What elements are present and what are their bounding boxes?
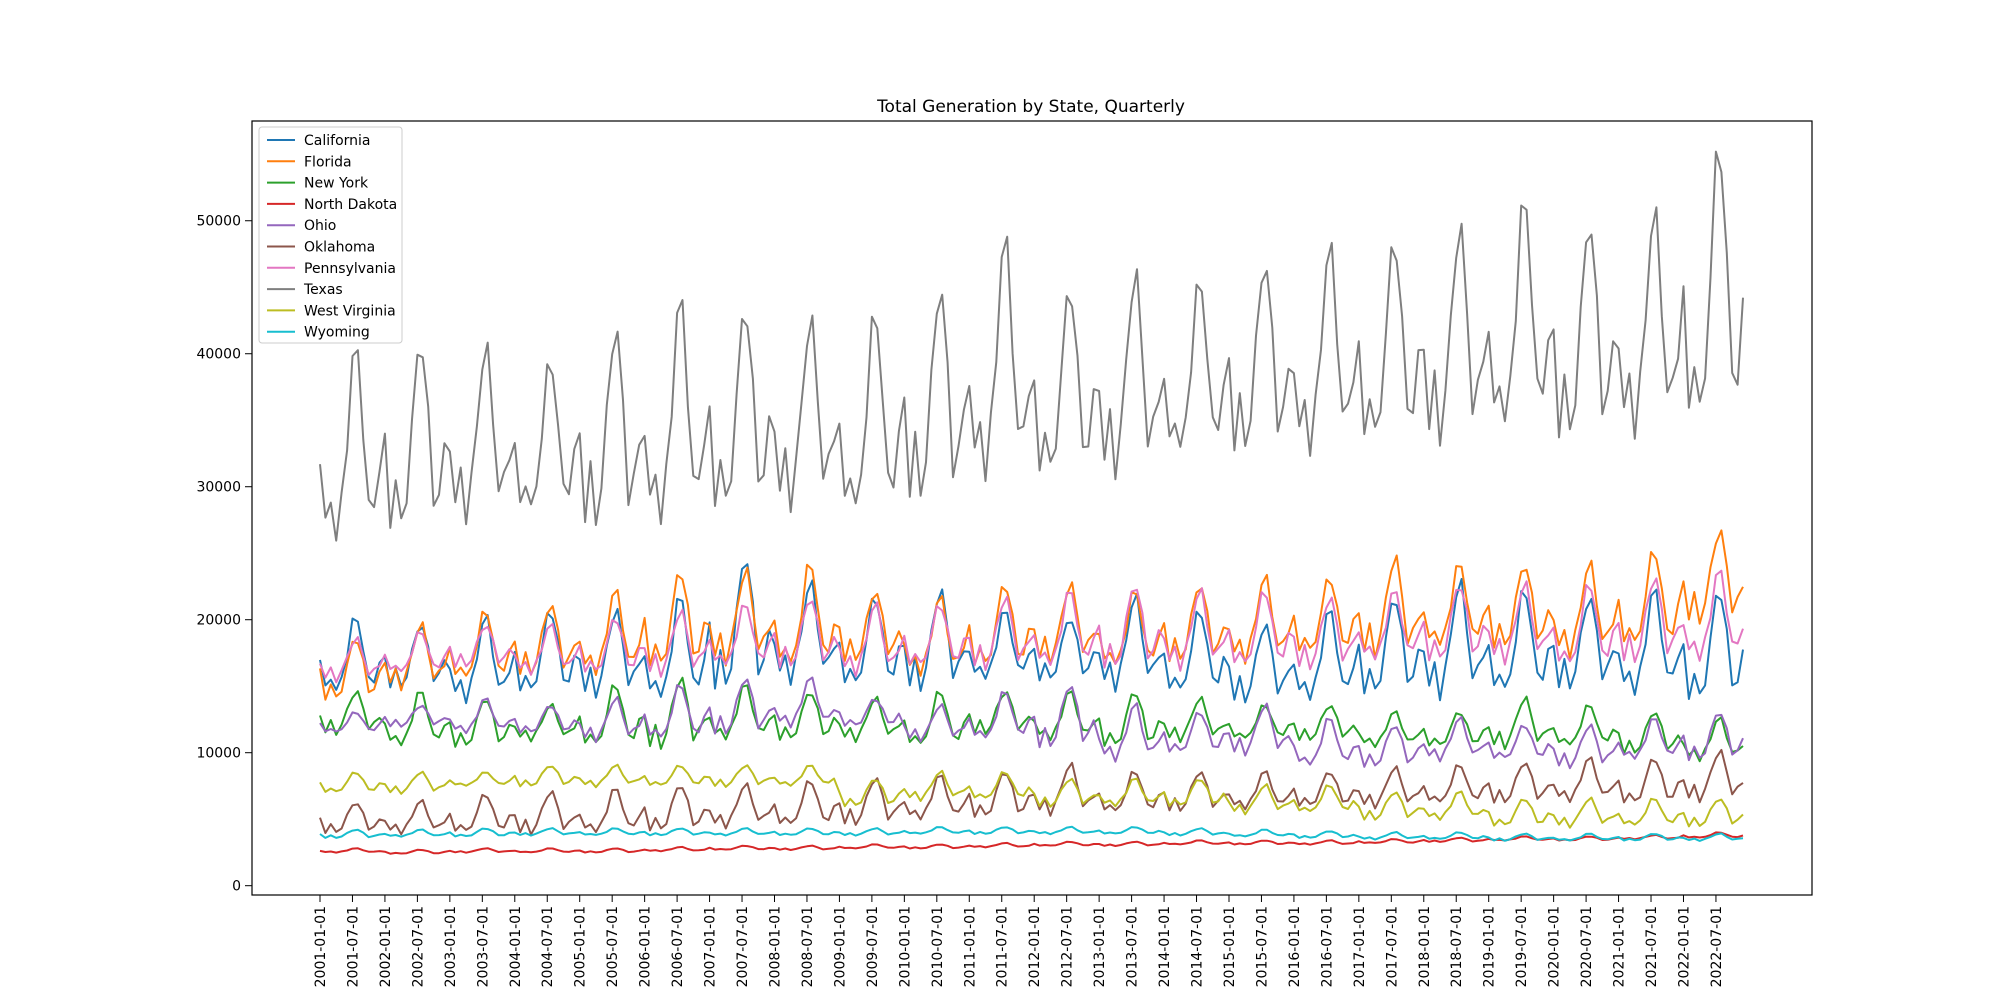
- x-tick-label: 2015-07-01: [1255, 906, 1271, 987]
- x-tick-label: 2022-07-01: [1709, 906, 1725, 987]
- series-line-west-virginia: [319, 763, 1744, 829]
- x-tick-label: 2019-01-01: [1482, 906, 1498, 987]
- x-tick-label: 2012-01-01: [1027, 906, 1043, 987]
- x-tick-label: 2006-01-01: [638, 906, 654, 987]
- x-tick-label: 2009-01-01: [832, 906, 848, 987]
- legend-item-label: California: [304, 133, 370, 149]
- x-tick-label: 2013-07-01: [1125, 906, 1141, 987]
- legend-item-label: Oklahoma: [304, 240, 375, 256]
- legend-item-label: Wyoming: [304, 325, 370, 341]
- legend-item-label: Ohio: [304, 218, 336, 234]
- legend-item-label: Texas: [303, 282, 343, 298]
- x-tick-label: 2007-07-01: [735, 906, 751, 987]
- x-tick-label: 2016-07-01: [1319, 906, 1335, 987]
- legend-item-label: North Dakota: [304, 197, 397, 213]
- x-tick-label: 2003-07-01: [475, 906, 491, 987]
- legend-item-label: West Virginia: [304, 303, 396, 319]
- x-tick-label: 2016-01-01: [1287, 906, 1303, 987]
- x-tick-label: 2008-07-01: [800, 906, 816, 987]
- series-line-oklahoma: [319, 748, 1744, 836]
- y-tick-label: 20000: [196, 613, 241, 629]
- series-layer: [319, 150, 1744, 855]
- x-tick-label: 2021-07-01: [1644, 906, 1660, 987]
- x-tick-label: 2004-01-01: [508, 906, 524, 987]
- x-tick-label: 2011-07-01: [995, 906, 1011, 987]
- series-line-ohio: [319, 676, 1744, 770]
- x-tick-label: 2017-07-01: [1384, 906, 1400, 987]
- x-tick-label: 2015-01-01: [1222, 906, 1238, 987]
- x-axis: 2001-01-01 2001-07-01 2002-01-01 2002-07-01…: [313, 895, 1725, 987]
- x-tick-label: 2021-01-01: [1612, 906, 1628, 987]
- y-axis: 0 10000 20000 30000 40000 50000: [196, 214, 252, 895]
- x-tick-label: 2014-01-01: [1157, 906, 1173, 987]
- x-tick-label: 2005-01-01: [573, 906, 589, 987]
- series-line-florida: [319, 529, 1744, 701]
- x-tick-label: 2022-01-01: [1677, 906, 1693, 987]
- x-tick-label: 2011-01-01: [962, 906, 978, 987]
- x-tick-label: 2009-07-01: [865, 906, 881, 987]
- x-tick-label: 2019-07-01: [1514, 906, 1530, 987]
- series-line-california: [319, 563, 1744, 705]
- x-tick-label: 2005-07-01: [605, 906, 621, 987]
- y-tick-label: 10000: [196, 746, 241, 762]
- y-tick-label: 30000: [196, 480, 241, 496]
- series-line-texas: [319, 150, 1744, 542]
- x-tick-label: 2012-07-01: [1060, 906, 1076, 987]
- series-line-wyoming: [319, 825, 1744, 842]
- legend-item-label: Florida: [304, 154, 352, 170]
- series-line-pennsylvania: [319, 569, 1744, 684]
- x-tick-label: 2002-07-01: [410, 906, 426, 987]
- plot-area-frame: [251, 120, 1813, 896]
- x-tick-label: 2010-01-01: [897, 906, 913, 987]
- x-tick-label: 2020-01-01: [1547, 906, 1563, 987]
- x-tick-label: 2006-07-01: [670, 906, 686, 987]
- y-tick-label: 40000: [196, 347, 241, 363]
- x-tick-label: 2008-01-01: [768, 906, 784, 987]
- x-tick-label: 2013-01-01: [1092, 906, 1108, 987]
- x-tick-label: 2002-01-01: [378, 906, 394, 987]
- x-tick-label: 2014-07-01: [1190, 906, 1206, 987]
- x-tick-label: 2018-07-01: [1449, 906, 1465, 987]
- y-tick-label: 50000: [196, 214, 241, 230]
- x-tick-label: 2020-07-01: [1579, 906, 1595, 987]
- y-tick-label: 0: [232, 879, 241, 895]
- x-tick-label: 2010-07-01: [930, 906, 946, 987]
- legend: California Florida New York North Dakota Ohi…: [258, 126, 403, 344]
- legend-item-label: New York: [304, 176, 369, 192]
- x-tick-label: 2003-01-01: [443, 906, 459, 987]
- x-tick-label: 2017-01-01: [1352, 906, 1368, 987]
- x-tick-label: 2018-01-01: [1417, 906, 1433, 987]
- chart-title: Total Generation by State, Quarterly: [876, 97, 1185, 117]
- x-tick-label: 2001-07-01: [346, 906, 362, 987]
- x-tick-label: 2001-01-01: [313, 906, 329, 987]
- x-tick-label: 2007-01-01: [703, 906, 719, 987]
- legend-item-label: Pennsylvania: [304, 261, 396, 277]
- x-tick-label: 2004-07-01: [540, 906, 556, 987]
